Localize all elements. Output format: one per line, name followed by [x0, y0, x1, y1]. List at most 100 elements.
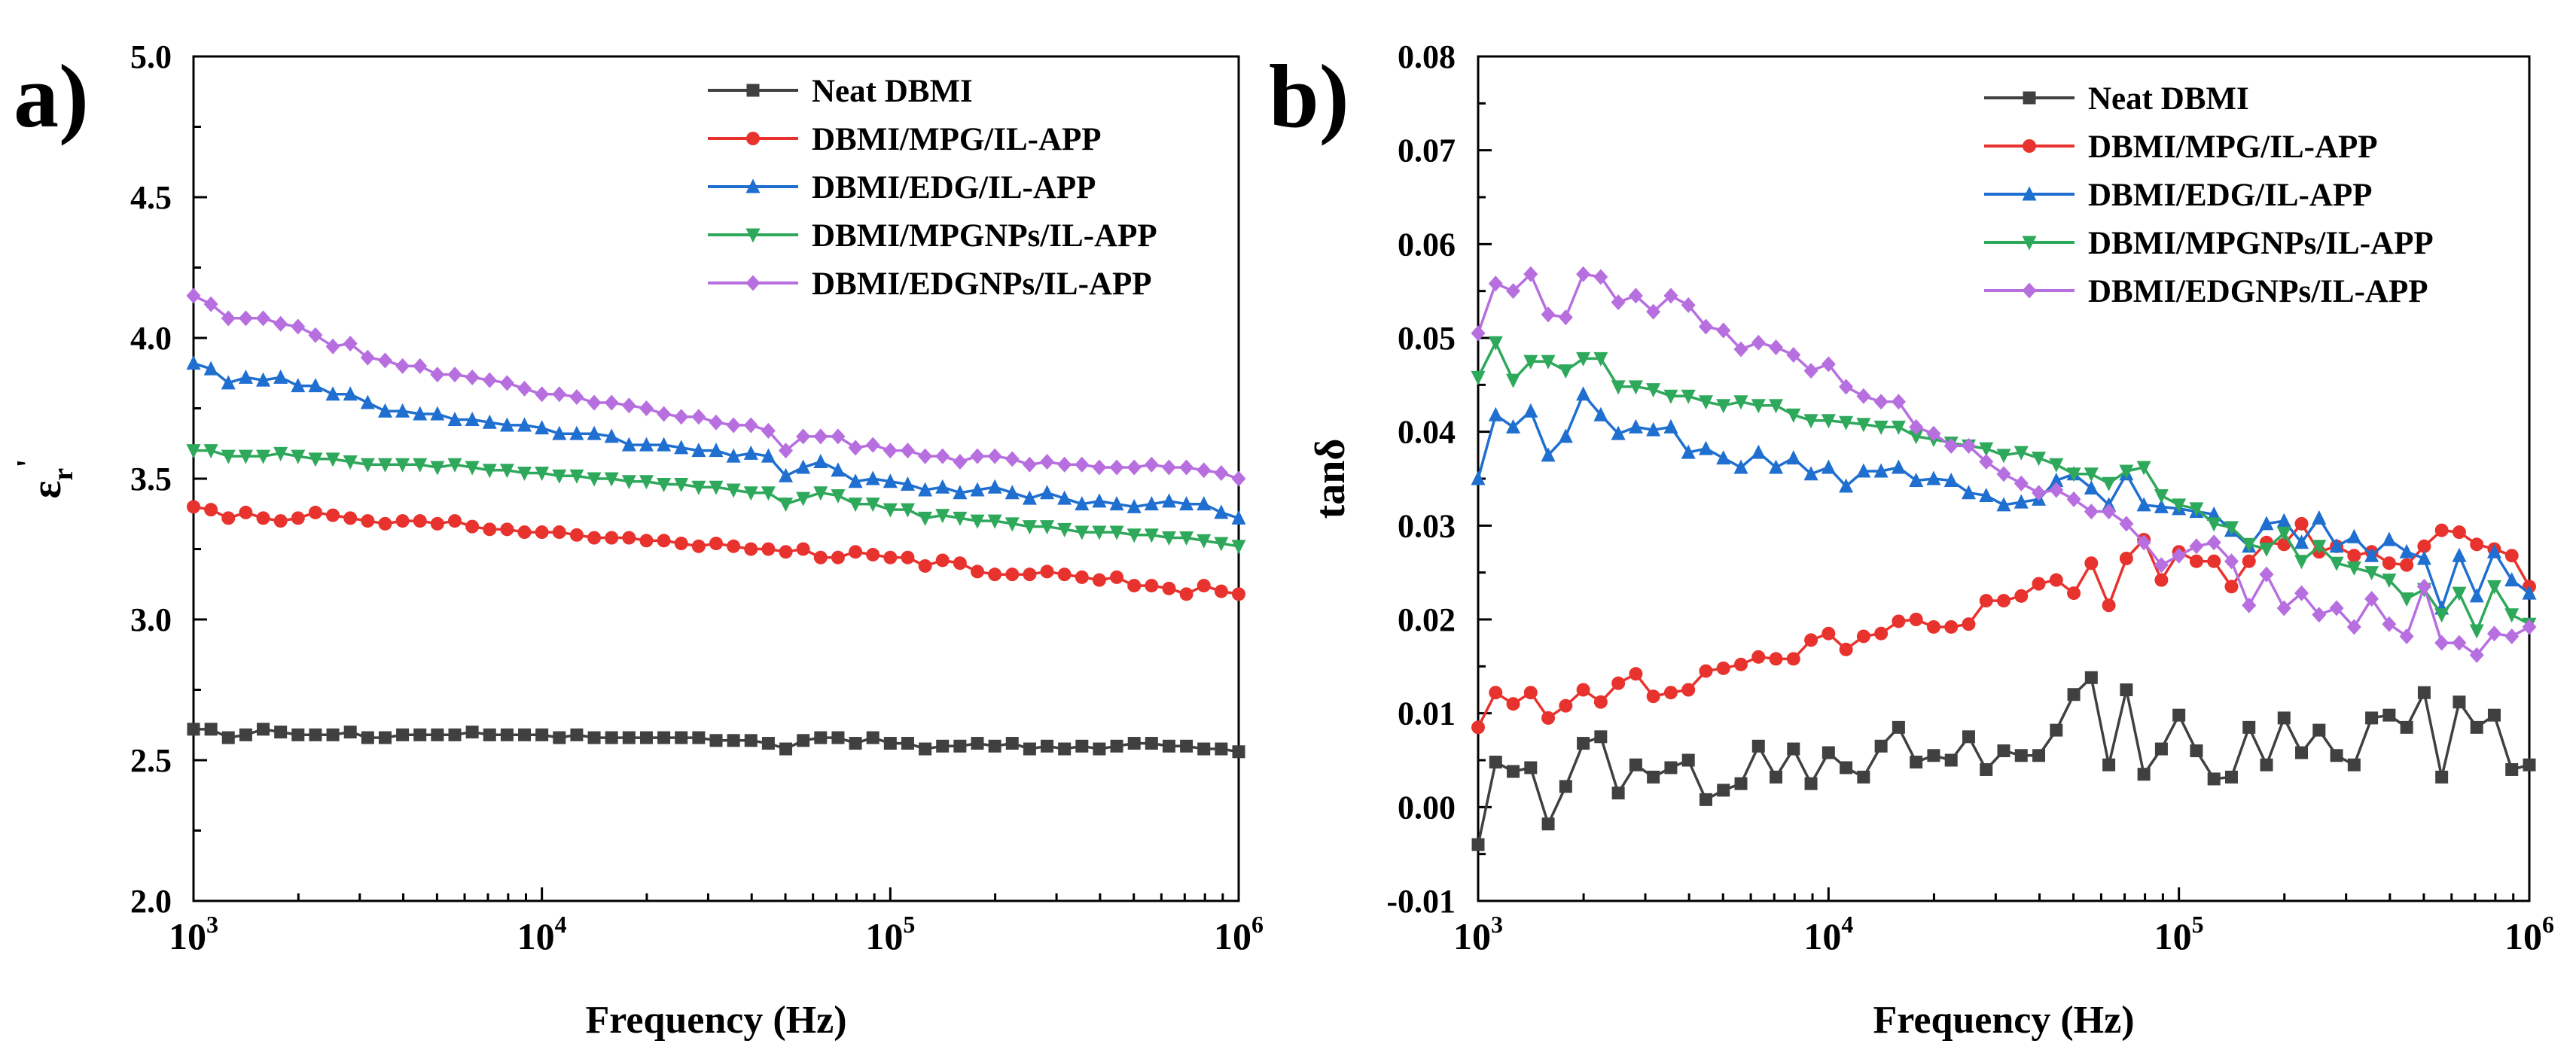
data-point — [326, 728, 340, 741]
data-point — [2242, 597, 2257, 613]
data-point — [1558, 309, 1573, 326]
data-point — [2084, 504, 2099, 520]
data-point — [430, 367, 445, 383]
data-point — [1162, 581, 1176, 595]
data-point — [291, 728, 305, 741]
data-point — [2154, 573, 2169, 587]
data-point — [1075, 739, 1089, 753]
legend-swatch-marker — [2022, 236, 2037, 251]
data-point — [2136, 534, 2151, 551]
data-point — [2347, 758, 2361, 771]
data-point — [970, 448, 985, 464]
data-point — [1576, 683, 1590, 697]
data-point — [2119, 464, 2134, 479]
data-point — [1628, 380, 1643, 395]
legend-item: DBMI/MPGNPs/IL-APP — [1984, 226, 2434, 261]
legend-item: DBMI/EDG/IL-APP — [1984, 178, 2372, 213]
series-2 — [1471, 386, 2537, 615]
data-point — [727, 734, 740, 747]
data-point — [2399, 543, 2414, 558]
data-point — [395, 458, 410, 473]
data-point — [221, 310, 236, 327]
data-point — [2206, 506, 2221, 521]
data-point — [1232, 587, 1245, 601]
data-point — [1647, 770, 1660, 784]
data-point — [221, 375, 236, 390]
data-point — [1057, 568, 1072, 582]
data-point — [1057, 522, 1072, 537]
data-point — [761, 542, 776, 556]
data-point — [1681, 753, 1695, 767]
data-point — [1856, 629, 1870, 644]
data-point — [378, 731, 392, 744]
data-point — [1232, 745, 1245, 759]
data-point — [2154, 498, 2169, 513]
data-point — [987, 514, 1002, 529]
data-point — [2206, 534, 2221, 551]
data-point — [1786, 346, 1801, 363]
y-axis-title-main: tanδ — [1307, 439, 1354, 519]
data-point — [1161, 493, 1176, 508]
data-point — [361, 514, 375, 528]
legend-label: DBMI/MPG/IL-APP — [812, 122, 1102, 157]
data-point — [1891, 420, 1906, 435]
data-point — [395, 358, 410, 374]
data-point — [1629, 667, 1643, 681]
data-point — [1488, 275, 1503, 292]
data-point — [2416, 578, 2431, 595]
data-point — [2242, 537, 2257, 552]
data-point — [743, 445, 758, 460]
data-point — [2084, 479, 2099, 494]
data-point — [2154, 557, 2169, 574]
data-point — [605, 731, 618, 744]
legend-item: Neat DBMI — [708, 74, 973, 109]
data-point — [1839, 642, 1853, 656]
data-point — [779, 545, 793, 559]
y-axis-title-group: tanδ — [1307, 439, 1354, 519]
data-point — [1126, 459, 1142, 476]
data-point — [674, 440, 689, 455]
data-point — [813, 428, 828, 445]
data-point — [569, 425, 584, 440]
data-point — [2312, 540, 2327, 555]
data-point — [1786, 450, 1801, 465]
data-point — [1804, 777, 1818, 790]
panel-label: a) — [14, 46, 89, 146]
x-tick-label-base: 10 — [2504, 915, 2542, 957]
data-point — [308, 452, 323, 467]
data-point — [1541, 447, 1556, 462]
x-tick-label-base: 10 — [1214, 915, 1251, 957]
data-point — [1057, 490, 1072, 505]
data-point — [848, 498, 863, 513]
data-point — [308, 505, 322, 519]
data-point — [1699, 664, 1713, 678]
y-axis-title-main: ε — [23, 481, 70, 499]
data-point — [587, 394, 602, 411]
data-point — [1891, 459, 1906, 474]
data-point — [1197, 534, 1212, 549]
data-point — [2295, 746, 2309, 759]
data-point — [971, 564, 984, 579]
data-point — [1471, 470, 1486, 485]
data-point — [1127, 579, 1142, 593]
series-3 — [186, 444, 1246, 555]
data-point — [883, 503, 898, 518]
data-point — [1075, 525, 1090, 540]
data-point — [1716, 322, 1731, 339]
data-point — [2487, 708, 2501, 722]
data-point — [256, 310, 271, 327]
y-axis-title: εr' — [10, 458, 79, 498]
data-point — [2242, 554, 2256, 568]
data-point — [709, 443, 724, 458]
data-point — [2470, 537, 2484, 552]
data-point — [2399, 592, 2414, 607]
data-point — [865, 470, 880, 485]
data-point — [1840, 761, 1853, 774]
data-point — [1751, 334, 1766, 351]
panel-label: b) — [1269, 46, 1349, 146]
data-point — [552, 525, 566, 540]
data-point — [500, 728, 514, 741]
data-point — [1523, 403, 1538, 418]
legend-label: DBMI/EDGNPs/IL-APP — [812, 266, 1152, 302]
